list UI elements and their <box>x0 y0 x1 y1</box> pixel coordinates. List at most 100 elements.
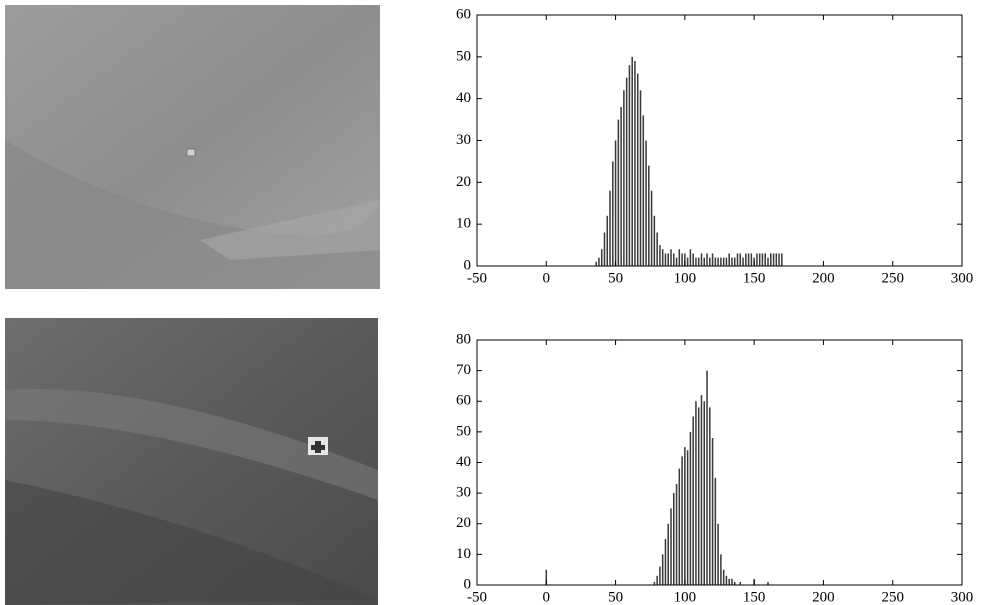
histogram-bar <box>767 581 769 585</box>
x-tick-label: 200 <box>812 270 835 286</box>
histogram-bar <box>656 575 658 585</box>
histogram-bar <box>692 416 694 585</box>
y-tick-label: 70 <box>456 362 471 378</box>
x-tick-label: 150 <box>743 270 766 286</box>
histogram-bar <box>603 232 606 266</box>
histogram-bar <box>614 140 617 266</box>
histogram-bar <box>709 407 711 585</box>
histogram-bar <box>745 253 747 266</box>
histogram-bar <box>728 578 730 585</box>
histogram-bar <box>678 249 681 266</box>
x-tick-label: 250 <box>881 270 904 286</box>
histogram-bar <box>714 257 717 266</box>
histogram-bar <box>659 566 661 585</box>
y-tick-label: 80 <box>456 331 471 347</box>
histogram-bar <box>761 253 764 266</box>
histogram-bar <box>736 253 739 266</box>
histogram-bar <box>695 257 697 266</box>
histogram-bar <box>764 253 766 266</box>
histogram-bar <box>673 493 675 585</box>
histogram-bar <box>756 253 758 266</box>
histogram-bar <box>595 261 597 266</box>
histogram-bar <box>628 65 631 266</box>
histogram-bar <box>722 257 725 266</box>
histogram-bar <box>706 370 708 585</box>
y-tick-label: 40 <box>456 90 471 106</box>
histogram-bar <box>686 450 689 585</box>
histogram-bar <box>711 438 714 585</box>
histogram-bar <box>681 253 683 266</box>
histogram-bar <box>742 257 744 266</box>
histogram-bar <box>600 249 603 266</box>
histogram-bar <box>711 253 714 266</box>
y-tick-label: 50 <box>456 423 471 439</box>
histogram-bar <box>661 249 664 266</box>
histogram-bar <box>731 578 733 585</box>
histogram-bar <box>700 253 703 266</box>
histogram-bar <box>545 569 548 585</box>
histogram-bar <box>695 401 697 585</box>
histogram-bar <box>623 90 625 266</box>
histogram-bar <box>739 581 742 585</box>
histogram-bar <box>675 483 678 585</box>
y-tick-label: 10 <box>456 546 471 562</box>
histogram-bar <box>689 431 692 585</box>
histogram-bar <box>733 581 736 585</box>
x-tick-label: 300 <box>951 270 974 286</box>
histogram-bar <box>689 249 692 266</box>
histogram-bar <box>598 257 600 266</box>
y-tick-label: 30 <box>456 132 471 148</box>
histogram-bar <box>681 456 683 585</box>
histogram-bar <box>670 508 672 585</box>
x-tick-label: 150 <box>743 589 766 605</box>
y-tick-label: 20 <box>456 515 471 531</box>
histogram-bar <box>758 253 761 266</box>
histogram-bar <box>725 575 728 585</box>
histogram-bar <box>722 569 725 585</box>
histogram-bar <box>664 539 667 585</box>
histogram-bar <box>697 257 700 266</box>
x-tick-label: 200 <box>812 589 835 605</box>
y-tick-label: 60 <box>456 6 471 22</box>
histogram-bar <box>725 257 728 266</box>
histogram-bar <box>731 257 733 266</box>
histogram-bar <box>778 253 780 266</box>
histogram-bar <box>781 253 783 266</box>
histogram-bar <box>636 73 639 266</box>
x-tick-label: 0 <box>543 589 551 605</box>
histogram-bar <box>720 257 722 266</box>
plot-frame <box>476 14 963 267</box>
histogram-bar <box>772 253 775 266</box>
histogram-bar <box>709 257 711 266</box>
histogram-bar <box>656 232 658 266</box>
x-tick-label: -50 <box>467 270 487 286</box>
y-tick-label: 20 <box>456 174 471 190</box>
histogram-bar <box>653 215 656 266</box>
histogram-bar <box>686 257 689 266</box>
histogram-bar <box>659 245 661 266</box>
y-tick-label: 30 <box>456 485 471 501</box>
x-tick-label: -50 <box>467 589 487 605</box>
y-tick-label: 0 <box>464 257 472 273</box>
histogram-bar <box>717 257 719 266</box>
y-tick-label: 0 <box>464 576 472 592</box>
histogram-bar <box>728 253 730 266</box>
histogram-bar <box>675 257 678 266</box>
histogram-bar <box>750 253 753 266</box>
histogram-bar <box>775 253 778 266</box>
histogram-bar <box>739 253 742 266</box>
histogram-bar <box>673 253 675 266</box>
x-tick-label: 50 <box>608 589 623 605</box>
histogram-bar <box>648 165 650 266</box>
y-tick-label: 10 <box>456 216 471 232</box>
histogram-bar <box>678 468 681 585</box>
x-tick-label: 100 <box>674 589 697 605</box>
x-tick-label: 300 <box>951 589 974 605</box>
histogram-bar <box>667 253 669 266</box>
histogram-bar <box>617 119 620 266</box>
histogram-bar <box>653 581 656 585</box>
histogram-bar <box>625 77 628 266</box>
histogram-bar <box>606 215 609 266</box>
plot-frame <box>476 339 963 586</box>
